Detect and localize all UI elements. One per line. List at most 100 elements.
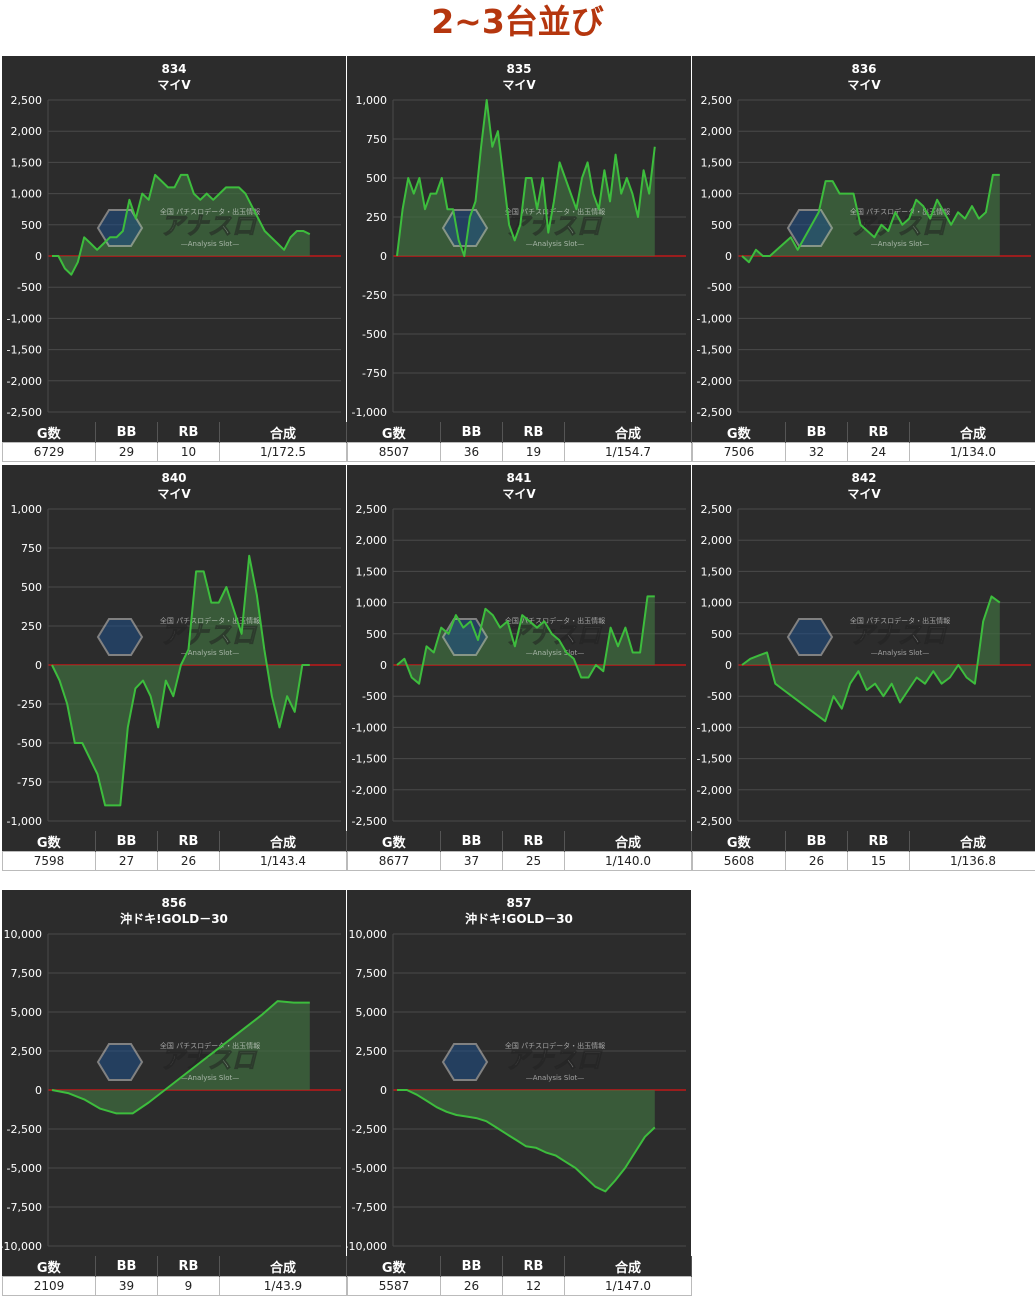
machine-number: 834 — [161, 62, 186, 76]
stats-value-combined: 1/140.0 — [564, 851, 692, 871]
series-area — [52, 555, 310, 806]
watermark-tagline: 全国 パチスロデータ・出玉情報 — [160, 1041, 260, 1050]
y-tick-label: 0 — [725, 659, 732, 672]
stats-value-bb: 26 — [785, 851, 848, 871]
machine-card: 842 マイV 2,500 2,000 1,500 1,000 500 0 -500 -1,000… — [692, 465, 1035, 871]
chart-840: 840 マイV 1,000 750 500 250 0 -250 -500 -750 -1,000 全… — [2, 465, 346, 831]
stats-header-games: G数 — [692, 831, 786, 852]
y-tick-label: 1,500 — [356, 565, 388, 578]
watermark-hex-icon — [441, 1043, 489, 1081]
stats-header-games: G数 — [347, 1256, 441, 1277]
chart-835: 835 マイV 1,000 750 500 250 0 -250 -500 -750 -1,000 全… — [347, 56, 691, 422]
y-tick-label: -1,000 — [697, 721, 732, 734]
watermark-sub: —Analysis Slot— — [181, 649, 239, 657]
stats-value-bb: 27 — [95, 851, 158, 871]
stats-header-bb: BB — [440, 831, 503, 852]
chart-841: 841 マイV 2,500 2,000 1,500 1,000 500 0 -500 -1,000… — [347, 465, 691, 831]
stats-value-row: 8677 37 25 1/140.0 — [347, 851, 692, 871]
stats-value-games: 7506 — [692, 442, 786, 462]
y-tick-label: -1,500 — [697, 753, 732, 766]
stats-header-row: G数 BB RB 合成 — [347, 831, 692, 852]
y-tick-label: 10,000 — [4, 928, 43, 941]
y-tick-label: -2,500 — [352, 1123, 387, 1136]
y-tick-label: 0 — [35, 250, 42, 263]
watermark-sub: —Analysis Slot— — [526, 240, 584, 248]
y-tick-label: 2,500 — [701, 94, 733, 107]
machine-number: 856 — [161, 896, 186, 910]
watermark-logo: アナスロ — [160, 621, 258, 649]
stats-table: G数 BB RB 合成 5587 26 12 1/147.0 — [347, 1256, 692, 1296]
series-area — [742, 596, 1000, 722]
machine-card: 836 マイV 2,500 2,000 1,500 1,000 500 0 -500 -1,000… — [692, 56, 1035, 462]
stats-header-bb: BB — [95, 422, 158, 443]
y-tick-label: 1,500 — [701, 156, 733, 169]
model-name: マイV — [157, 78, 191, 92]
stats-table: G数 BB RB 合成 8677 37 25 1/140.0 — [347, 831, 692, 871]
stats-header-combined: 合成 — [219, 422, 347, 443]
stats-header-bb: BB — [440, 1256, 503, 1277]
y-tick-label: 0 — [35, 1084, 42, 1097]
stats-header-games: G数 — [2, 1256, 96, 1277]
y-tick-label: 500 — [711, 628, 732, 641]
stats-value-games: 5587 — [347, 1276, 441, 1296]
stats-header-games: G数 — [2, 422, 96, 443]
y-tick-label: -500 — [707, 281, 732, 294]
stats-value-row: 6729 29 10 1/172.5 — [2, 442, 347, 462]
y-tick-label: 1,500 — [11, 156, 43, 169]
watermark-hex-icon — [441, 618, 489, 656]
y-tick-label: -10,000 — [347, 1240, 387, 1253]
series-line — [741, 595, 1001, 723]
watermark-tagline: 全国 パチスロデータ・出玉情報 — [505, 616, 605, 625]
stats-value-rb: 10 — [157, 442, 220, 462]
stats-value-row: 5608 26 15 1/136.8 — [692, 851, 1035, 871]
stats-header-combined: 合成 — [909, 422, 1035, 443]
y-tick-label: -500 — [362, 690, 387, 703]
series-area — [52, 1001, 310, 1114]
stats-header-games: G数 — [692, 422, 786, 443]
stats-header-rb: RB — [502, 831, 565, 852]
stats-value-bb: 39 — [95, 1276, 158, 1296]
machine-card: 857 沖ドキ!GOLD－30 10,000 7,500 5,000 2,500 0 -2,5… — [347, 890, 692, 1296]
stats-value-bb: 32 — [785, 442, 848, 462]
stats-header-rb: RB — [502, 422, 565, 443]
stats-value-row: 8507 36 19 1/154.7 — [347, 442, 692, 462]
stats-header-rb: RB — [847, 422, 910, 443]
y-tick-label: 7,500 — [356, 967, 388, 980]
machine-number: 857 — [506, 896, 531, 910]
model-name: 沖ドキ!GOLD－30 — [120, 911, 228, 926]
machine-card: 841 マイV 2,500 2,000 1,500 1,000 500 0 -500 -1,000… — [347, 465, 692, 871]
y-tick-label: -5,000 — [352, 1162, 387, 1175]
y-tick-label: -1,500 — [7, 344, 42, 357]
y-tick-label: -1,000 — [697, 312, 732, 325]
watermark-sub: —Analysis Slot— — [526, 1074, 584, 1082]
y-tick-label: 1,000 — [356, 94, 388, 107]
stats-value-rb: 9 — [157, 1276, 220, 1296]
y-tick-label: -2,500 — [697, 815, 732, 828]
stats-table: G数 BB RB 合成 6729 29 10 1/172.5 — [2, 422, 347, 462]
y-tick-label: 250 — [21, 620, 42, 633]
stats-header-bb: BB — [95, 1256, 158, 1277]
watermark-tagline: 全国 パチスロデータ・出玉情報 — [160, 616, 260, 625]
y-tick-label: 0 — [725, 250, 732, 263]
y-tick-label: -1,000 — [352, 406, 387, 419]
watermark-logo: アナスロ — [850, 212, 948, 240]
y-tick-label: -500 — [17, 281, 42, 294]
series-line — [741, 173, 1000, 264]
y-tick-label: 5,000 — [11, 1006, 43, 1019]
y-tick-label: 0 — [380, 250, 387, 263]
y-tick-label: -1,500 — [697, 344, 732, 357]
y-tick-label: 2,500 — [11, 1045, 43, 1058]
stats-value-games: 2109 — [2, 1276, 96, 1296]
y-tick-label: 10,000 — [349, 928, 388, 941]
stats-value-rb: 26 — [157, 851, 220, 871]
stats-value-bb: 29 — [95, 442, 158, 462]
y-tick-label: 500 — [21, 219, 42, 232]
stats-value-rb: 24 — [847, 442, 910, 462]
model-name: マイV — [502, 78, 536, 92]
machine-number: 841 — [506, 471, 531, 485]
